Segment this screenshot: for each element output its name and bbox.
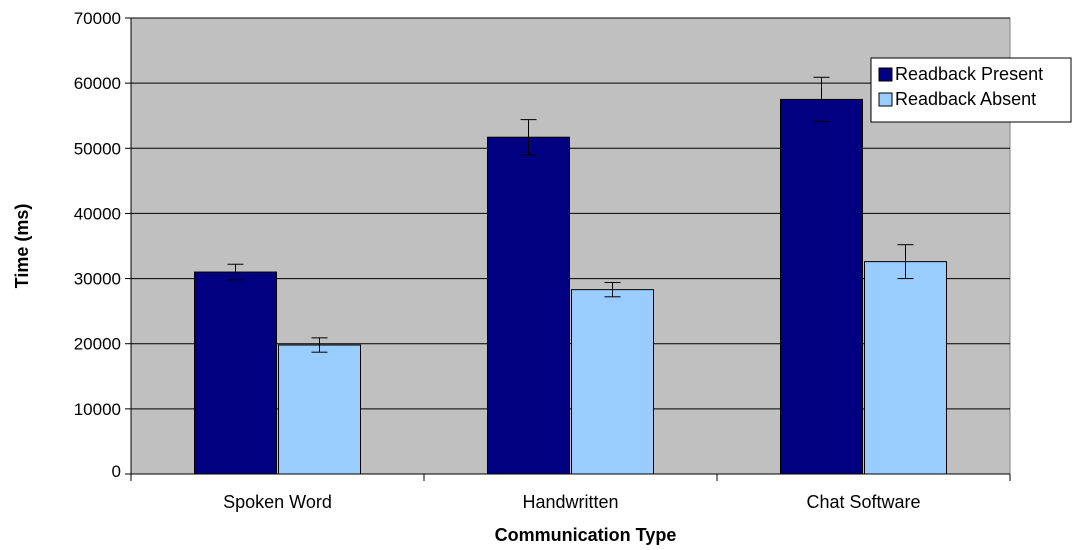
bars bbox=[194, 98, 947, 475]
legend-swatch-readback-absent bbox=[878, 92, 893, 107]
gridlines bbox=[131, 17, 1010, 410]
x-tick-label: Chat Software bbox=[806, 492, 920, 512]
y-tick-label: 30000 bbox=[74, 270, 121, 289]
bar bbox=[571, 289, 654, 475]
x-tick-label: Handwritten bbox=[522, 492, 618, 512]
y-axis-title: Time (ms) bbox=[12, 204, 32, 289]
axes bbox=[125, 17, 1011, 481]
bar bbox=[864, 261, 947, 475]
bar bbox=[487, 136, 570, 475]
bar bbox=[780, 98, 863, 475]
y-tick-label: 50000 bbox=[74, 139, 121, 158]
y-tick-label: 20000 bbox=[74, 335, 121, 354]
y-tick-label: 0 bbox=[112, 462, 121, 481]
x-tick-label: Spoken Word bbox=[223, 492, 332, 512]
error-bars bbox=[227, 76, 914, 353]
plot-area bbox=[130, 17, 1011, 475]
y-tick-label: 10000 bbox=[74, 400, 121, 419]
legend-swatch-readback-present bbox=[878, 67, 893, 82]
tick-labels: 0 10000 20000 30000 40000 50000 60000 70000 Spok… bbox=[74, 9, 921, 512]
x-axis-title: Communication Type bbox=[495, 525, 677, 545]
bar bbox=[194, 271, 277, 475]
legend-label-readback-present: Readback Present bbox=[895, 64, 1043, 84]
y-tick-label: 40000 bbox=[74, 204, 121, 223]
y-tick-label: 60000 bbox=[74, 74, 121, 93]
bar bbox=[278, 344, 361, 475]
y-tick-label: 70000 bbox=[74, 9, 121, 28]
legend-label-readback-absent: Readback Absent bbox=[895, 89, 1036, 109]
legend: Readback Present Readback Absent bbox=[870, 57, 1072, 123]
legend-box bbox=[870, 57, 1072, 123]
